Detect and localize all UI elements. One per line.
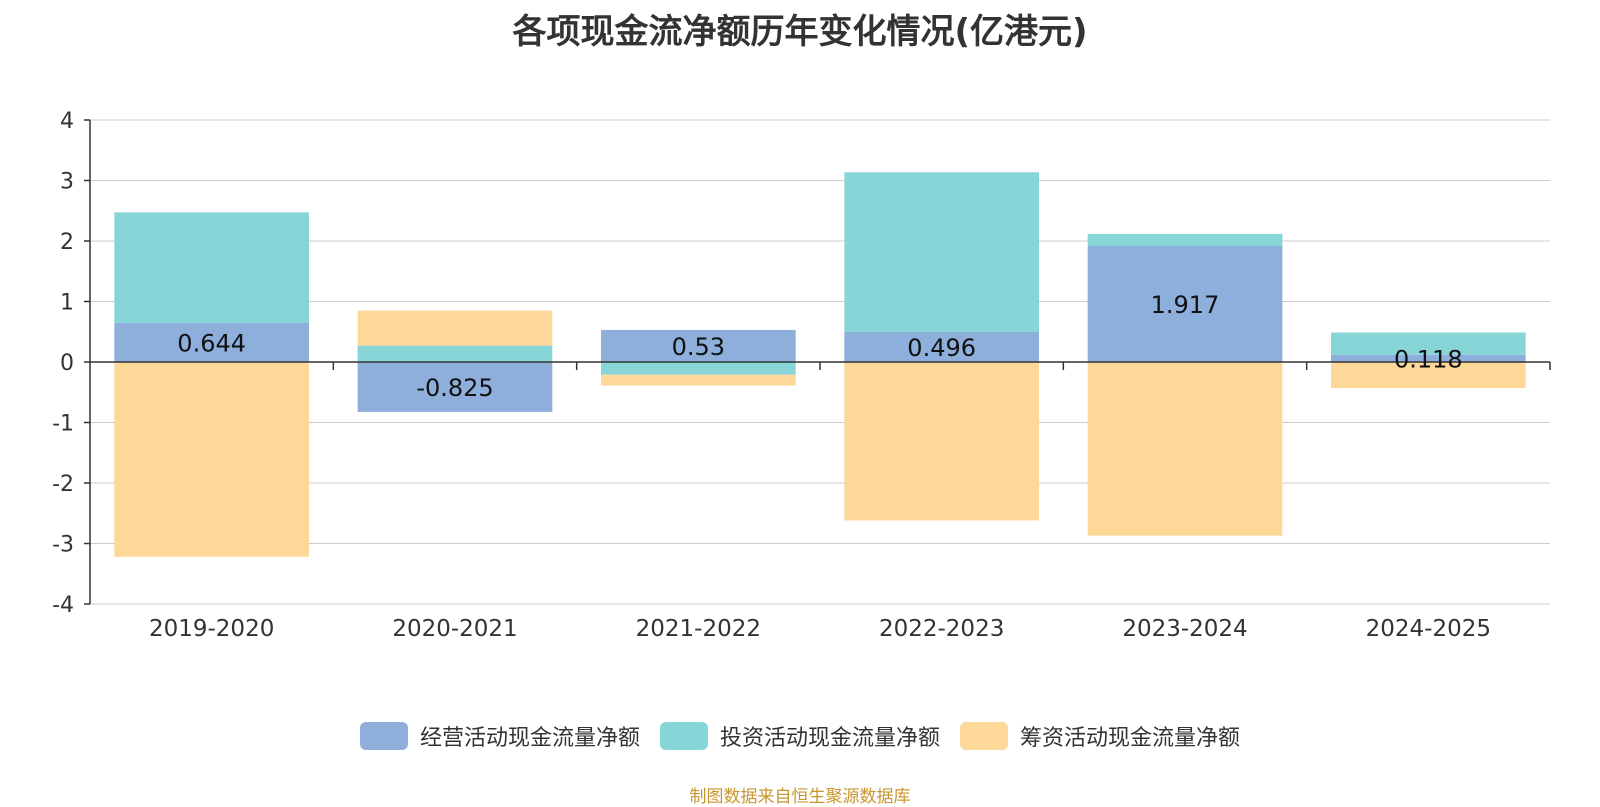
source-note: 制图数据来自恒生聚源数据库 — [689, 787, 911, 807]
axes: -4 -3 -2 -1 0 1 2 3 4 2019-2020 2020-2021 2021-2022… — [52, 109, 1551, 642]
y-tick-label: 1 — [60, 291, 74, 316]
y-tick-label: -2 — [52, 472, 74, 497]
x-tick-label: 2022-2023 — [879, 616, 1004, 642]
bar-segment — [357, 345, 553, 362]
gridlines — [90, 119, 1550, 605]
y-tick-label: 3 — [60, 170, 74, 195]
bar-segment — [1087, 246, 1283, 362]
legend-swatch-investing — [659, 722, 708, 750]
bar-segment — [601, 374, 796, 386]
bar-segment — [1331, 362, 1526, 389]
x-tick-label: 2024-2025 — [1366, 616, 1491, 642]
chart-title: 各项现金流净额历年变化情况(亿港元) — [512, 12, 1088, 52]
legend-item-operating[interactable]: 经营活动现金流量净额 — [359, 720, 640, 752]
y-tick-label: 0 — [60, 351, 74, 376]
bar-segment — [114, 212, 309, 324]
data-labels: 0.644 -0.825 0.53 0.496 1.917 0.118 — [177, 291, 1462, 402]
bar-segment — [1087, 362, 1283, 536]
bars — [114, 172, 1526, 557]
data-label: 0.118 — [1394, 345, 1463, 373]
data-label: 1.917 — [1151, 291, 1220, 319]
legend-label-financing: 筹资活动现金流量净额 — [1020, 726, 1241, 751]
data-label: -0.825 — [416, 374, 493, 402]
y-tick-label: 2 — [60, 230, 74, 255]
bar-segment — [844, 362, 1039, 521]
y-tick-label: -4 — [52, 593, 74, 618]
data-label: 0.644 — [177, 330, 246, 358]
chart-plot: -4 -3 -2 -1 0 1 2 3 4 2019-2020 2020-2021 2021-2022… — [52, 109, 1551, 642]
legend-item-investing[interactable]: 投资活动现金流量净额 — [659, 720, 940, 752]
bar-segment — [601, 329, 796, 362]
bar-segment — [1087, 233, 1283, 247]
x-tick-label: 2020-2021 — [392, 616, 517, 642]
legend-swatch-operating — [359, 722, 408, 750]
bar-segment — [1331, 332, 1526, 355]
bar-segment — [357, 362, 553, 412]
x-tick-label: 2023-2024 — [1122, 616, 1247, 642]
bar-segment — [844, 331, 1039, 362]
y-tick-label: 4 — [60, 109, 74, 134]
legend: 经营活动现金流量净额 投资活动现金流量净额 筹资活动现金流量净额 — [0, 720, 1600, 752]
bar-segment — [601, 362, 796, 375]
legend-item-financing[interactable]: 筹资活动现金流量净额 — [960, 720, 1240, 752]
legend-label-operating: 经营活动现金流量净额 — [419, 726, 640, 751]
legend-swatch-financing — [960, 722, 1008, 750]
bar-segment — [114, 362, 309, 557]
y-tick-label: -3 — [52, 533, 74, 558]
y-tick-label: -1 — [52, 412, 74, 437]
x-tick-label: 2019-2020 — [149, 616, 274, 642]
legend-label-investing: 投资活动现金流量净额 — [719, 726, 940, 751]
x-tick-label: 2021-2022 — [636, 616, 761, 642]
data-label: 0.53 — [672, 333, 725, 361]
bar-segment — [114, 323, 309, 362]
bar-segment — [844, 172, 1039, 332]
bar-segment — [357, 310, 553, 346]
data-label: 0.496 — [907, 334, 976, 362]
bar-segment — [1331, 354, 1526, 362]
